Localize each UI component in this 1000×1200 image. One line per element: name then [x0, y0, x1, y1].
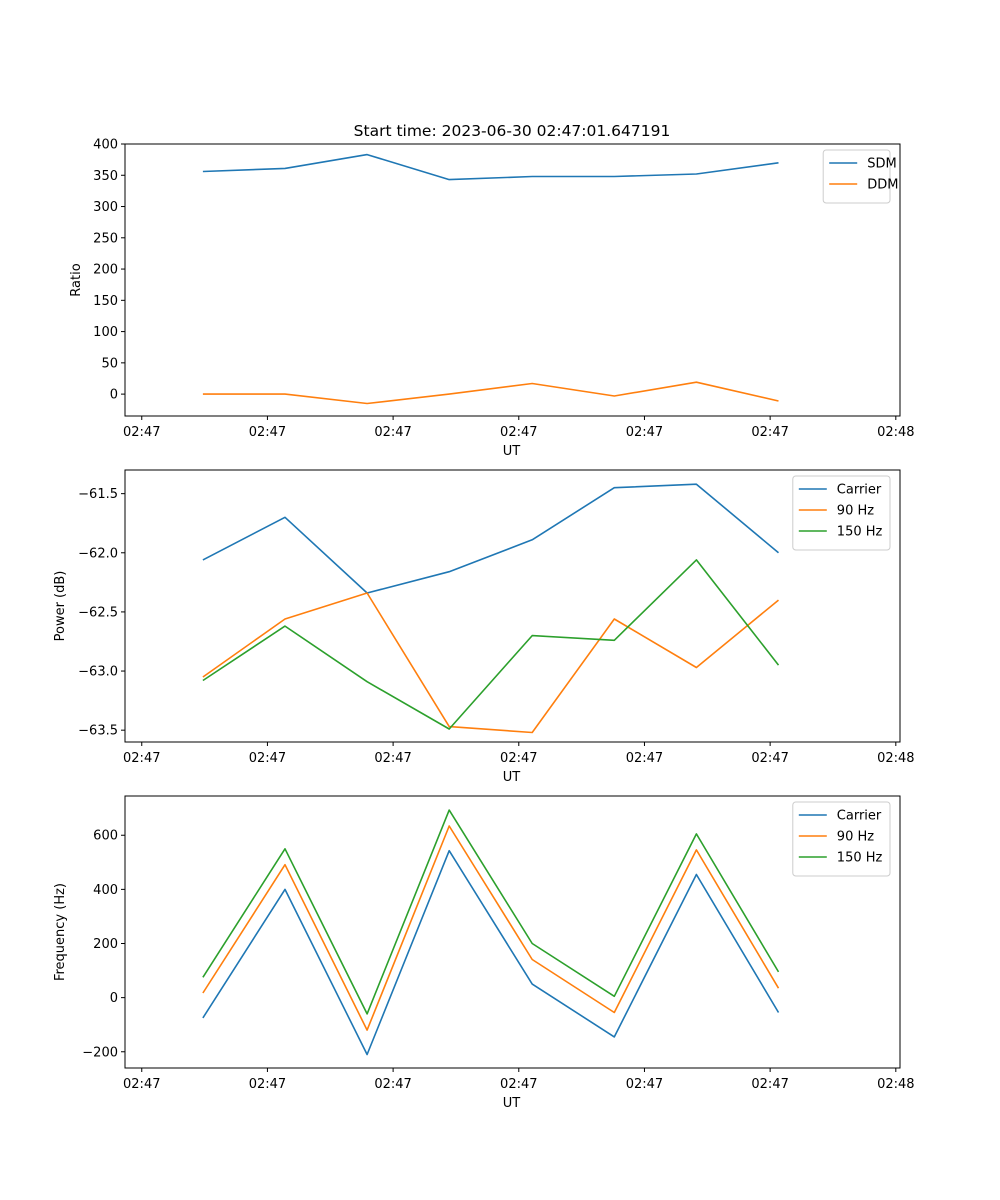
- x-tick-label: 02:47: [249, 425, 286, 440]
- x-tick-label: 02:47: [626, 1077, 663, 1092]
- legend-entry: SDM: [867, 157, 896, 172]
- x-tick-label: 02:47: [500, 425, 537, 440]
- x-tick-label: 02:47: [123, 751, 160, 766]
- legend-entry: Carrier: [837, 483, 882, 498]
- series-line-sdm: [202, 153, 779, 181]
- x-tick-label: 02:47: [626, 425, 663, 440]
- series-line-90-hz: [202, 592, 780, 734]
- y-tick-label: 150: [93, 294, 118, 309]
- axes-frame: [124, 143, 901, 417]
- series-line-ddm: [202, 381, 779, 405]
- x-tick-label: 02:47: [374, 751, 411, 766]
- legend: SDM DDM: [822, 149, 898, 204]
- axes-frame: [124, 795, 901, 1069]
- y-axis-label: Frequency (Hz): [53, 883, 68, 981]
- x-tick-label: 02:47: [374, 425, 411, 440]
- y-tick-label: 300: [93, 200, 118, 215]
- y-tick-label: 400: [93, 883, 118, 898]
- x-tick-label: 02:47: [626, 751, 663, 766]
- x-axis-label: UT: [503, 770, 521, 785]
- x-axis-label: UT: [503, 1096, 521, 1111]
- x-tick-label: 02:47: [751, 751, 788, 766]
- legend-entry: 150 Hz: [837, 525, 883, 540]
- y-tick-label: −62.0: [78, 546, 118, 561]
- legend: Carrier 90 Hz 150 Hz: [792, 475, 891, 551]
- legend-entry: 90 Hz: [837, 504, 874, 519]
- y-tick-label: −63.0: [78, 665, 118, 680]
- x-tick-label: 02:48: [877, 751, 914, 766]
- legend-entry: 150 Hz: [837, 851, 883, 866]
- axes-frame: [124, 469, 901, 743]
- x-tick-label: 02:47: [123, 1077, 160, 1092]
- y-tick-label: 0: [110, 388, 118, 403]
- panel-3: 02:47 02:47 02:47 02:47 02:47 02:47 02:48 −200 0…: [53, 795, 915, 1111]
- x-axis-label: UT: [503, 444, 521, 459]
- legend-entry: 90 Hz: [837, 830, 874, 845]
- x-tick-label: 02:47: [500, 1077, 537, 1092]
- legend-entry: DDM: [867, 178, 898, 193]
- y-tick-label: −63.5: [78, 724, 118, 739]
- legend-entry: Carrier: [837, 809, 882, 824]
- y-tick-label: 400: [93, 138, 118, 153]
- x-tick-label: 02:47: [374, 1077, 411, 1092]
- y-axis-label: Power (dB): [53, 571, 68, 642]
- x-tick-label: 02:47: [751, 425, 788, 440]
- series-line-90-hz: [202, 825, 780, 1031]
- y-tick-label: −62.5: [78, 605, 118, 620]
- series-line-150-hz: [202, 559, 780, 730]
- x-tick-label: 02:47: [249, 1077, 286, 1092]
- panel-2: 02:47 02:47 02:47 02:47 02:47 02:47 02:48 −63.5…: [53, 469, 915, 785]
- x-tick-label: 02:47: [123, 425, 160, 440]
- x-tick-label: 02:47: [249, 751, 286, 766]
- series-line-150-hz: [202, 809, 780, 1015]
- y-tick-label: −200: [82, 1045, 118, 1060]
- x-tick-label: 02:47: [500, 751, 537, 766]
- panel-1: 02:47 02:47 02:47 02:47 02:47 02:47 02:48 0 50 10…: [69, 138, 915, 460]
- y-tick-label: 200: [93, 937, 118, 952]
- series-line-carrier: [202, 483, 780, 594]
- panels-group: 02:47 02:47 02:47 02:47 02:47 02:47 02:48 0 50 10…: [53, 138, 915, 1112]
- legend: Carrier 90 Hz 150 Hz: [792, 801, 891, 877]
- y-tick-label: 350: [93, 169, 118, 184]
- figure-title: Start time: 2023-06-30 02:47:01.647191: [354, 122, 671, 140]
- x-tick-label: 02:47: [751, 1077, 788, 1092]
- y-tick-label: 100: [93, 325, 118, 340]
- y-tick-label: 0: [110, 991, 118, 1006]
- y-tick-label: 200: [93, 263, 118, 278]
- y-axis-label: Ratio: [69, 263, 84, 296]
- y-tick-label: 50: [101, 356, 118, 371]
- series-line-carrier: [202, 849, 780, 1056]
- y-tick-label: 250: [93, 231, 118, 246]
- y-tick-label: 600: [93, 829, 118, 844]
- y-tick-label: −61.5: [78, 487, 118, 502]
- x-tick-label: 02:48: [877, 1077, 914, 1092]
- x-tick-label: 02:48: [877, 425, 914, 440]
